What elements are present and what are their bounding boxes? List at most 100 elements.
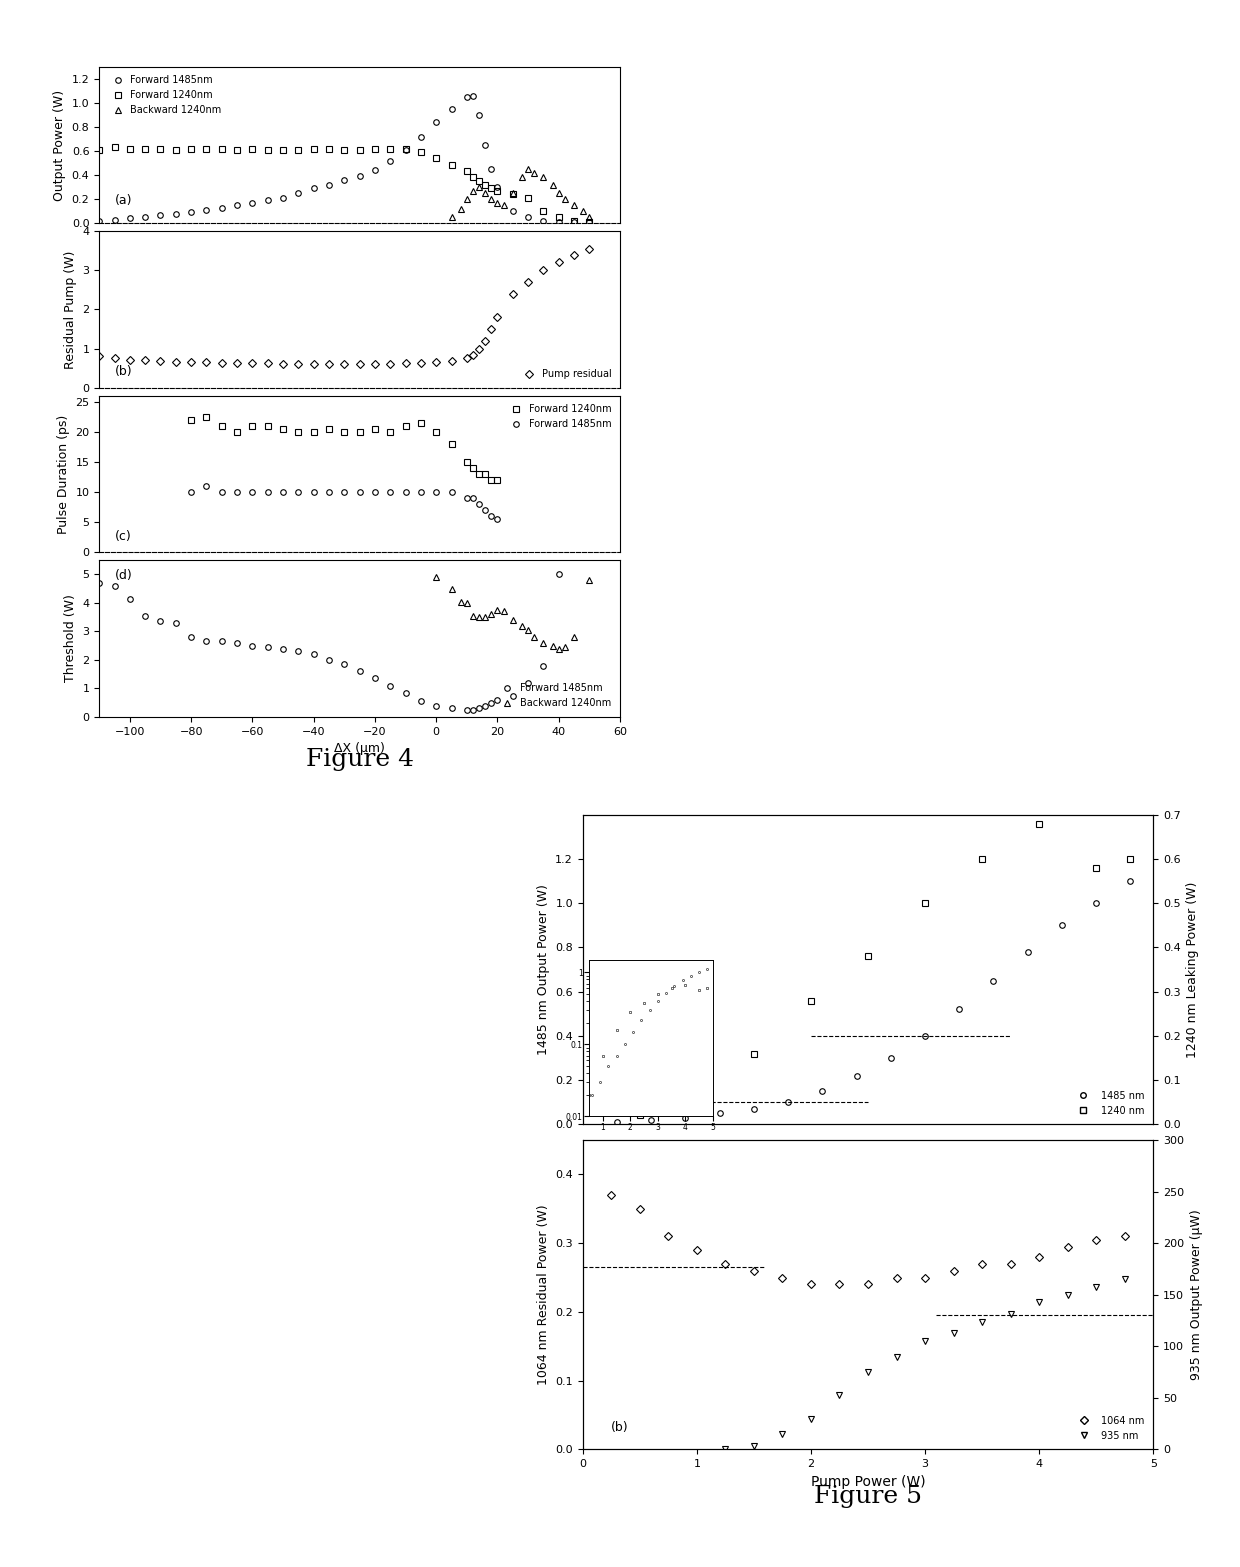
Forward 1240nm (215, 417, 229, 436)
Forward 1485nm (521, 208, 536, 227)
Forward 1485nm (413, 483, 428, 501)
Pump residual (306, 354, 321, 373)
Forward 1240nm (367, 139, 382, 158)
Forward 1485nm (184, 483, 198, 501)
Pump residual (367, 354, 382, 373)
Text: (a): (a) (611, 1095, 629, 1109)
Forward 1240nm (184, 411, 198, 429)
Backward 1240nm (567, 628, 582, 647)
Forward 1485nm (490, 177, 505, 196)
Forward 1240nm (260, 417, 275, 436)
Pump residual (567, 244, 582, 263)
Forward 1240nm (465, 459, 480, 478)
Backward 1240nm (477, 608, 492, 627)
Forward 1240nm (383, 139, 398, 158)
Pump residual (459, 349, 474, 368)
Backward 1240nm (575, 202, 590, 221)
Forward 1485nm (123, 589, 138, 608)
Backward 1240nm (527, 628, 542, 647)
Forward 1240nm (552, 208, 567, 227)
Forward 1485nm (291, 642, 306, 661)
Forward 1485nm (429, 696, 444, 715)
Forward 1240nm (123, 139, 138, 158)
Forward 1485nm (306, 646, 321, 664)
Forward 1485nm (321, 483, 336, 501)
Forward 1485nm (184, 204, 198, 223)
Forward 1240nm (429, 149, 444, 168)
Line: Forward 1485nm: Forward 1485nm (97, 572, 562, 713)
Forward 1485nm (107, 210, 122, 229)
Forward 1485nm (123, 208, 138, 227)
Forward 1485nm (92, 574, 107, 592)
Pump residual (471, 338, 486, 357)
Forward 1485nm (536, 657, 551, 675)
Forward 1240nm (465, 168, 480, 186)
Backward 1240nm (558, 638, 573, 657)
Backward 1240nm (552, 639, 567, 658)
Forward 1485nm (444, 699, 459, 718)
Forward 1485nm (471, 495, 486, 514)
Backward 1240nm (484, 605, 498, 624)
Y-axis label: 935 nm Output Power (μW): 935 nm Output Power (μW) (1189, 1210, 1203, 1381)
Forward 1485nm (352, 168, 367, 186)
Y-axis label: Residual Pump (W): Residual Pump (W) (63, 251, 77, 368)
Backward 1240nm (459, 594, 474, 613)
Legend: Forward 1485nm, Forward 1240nm, Backward 1240nm: Forward 1485nm, Forward 1240nm, Backward… (104, 72, 226, 119)
Backward 1240nm (444, 580, 459, 599)
Pump residual (260, 354, 275, 373)
Forward 1485nm (246, 483, 260, 501)
Forward 1240nm (477, 176, 492, 194)
Backward 1240nm (515, 616, 529, 635)
Line: Pump residual: Pump residual (97, 246, 593, 367)
Backward 1240nm (484, 190, 498, 208)
Backward 1240nm (527, 163, 542, 182)
Backward 1240nm (521, 160, 536, 179)
Forward 1485nm (291, 183, 306, 202)
Legend: 1485 nm, 1240 nm: 1485 nm, 1240 nm (1070, 1087, 1148, 1119)
Forward 1240nm (477, 464, 492, 483)
Backward 1240nm (471, 608, 486, 627)
Backward 1240nm (496, 196, 511, 215)
Pump residual (275, 354, 290, 373)
Backward 1240nm (536, 633, 551, 652)
Forward 1485nm (459, 88, 474, 107)
Backward 1240nm (506, 611, 521, 630)
Forward 1485nm (429, 113, 444, 132)
Forward 1240nm (321, 420, 336, 439)
Forward 1240nm (153, 139, 167, 158)
Forward 1485nm (413, 693, 428, 711)
Text: (b): (b) (115, 365, 133, 378)
Forward 1485nm (198, 476, 213, 495)
Pump residual (246, 354, 260, 373)
Pump residual (229, 354, 244, 373)
Y-axis label: Threshold (W): Threshold (W) (63, 594, 77, 683)
Forward 1485nm (429, 483, 444, 501)
Backward 1240nm (465, 182, 480, 201)
Forward 1240nm (107, 138, 122, 157)
Forward 1240nm (92, 141, 107, 160)
Forward 1240nm (398, 417, 413, 436)
Line: Backward 1240nm: Backward 1240nm (449, 166, 593, 219)
Pump residual (506, 284, 521, 302)
Forward 1485nm (383, 150, 398, 169)
Forward 1485nm (138, 606, 153, 625)
Forward 1485nm (337, 171, 352, 190)
Forward 1240nm (352, 423, 367, 442)
Forward 1485nm (465, 86, 480, 105)
Pump residual (413, 354, 428, 373)
Forward 1485nm (444, 483, 459, 501)
Forward 1485nm (260, 191, 275, 210)
Forward 1485nm (465, 700, 480, 719)
Forward 1240nm (337, 423, 352, 442)
Forward 1240nm (567, 212, 582, 230)
Forward 1485nm (567, 213, 582, 232)
Forward 1485nm (484, 160, 498, 179)
Forward 1485nm (506, 686, 521, 705)
Forward 1240nm (536, 202, 551, 221)
Backward 1240nm (506, 183, 521, 202)
Pump residual (153, 353, 167, 371)
Forward 1240nm (246, 139, 260, 158)
Backward 1240nm (496, 602, 511, 621)
Forward 1485nm (484, 693, 498, 711)
Pump residual (198, 353, 213, 371)
